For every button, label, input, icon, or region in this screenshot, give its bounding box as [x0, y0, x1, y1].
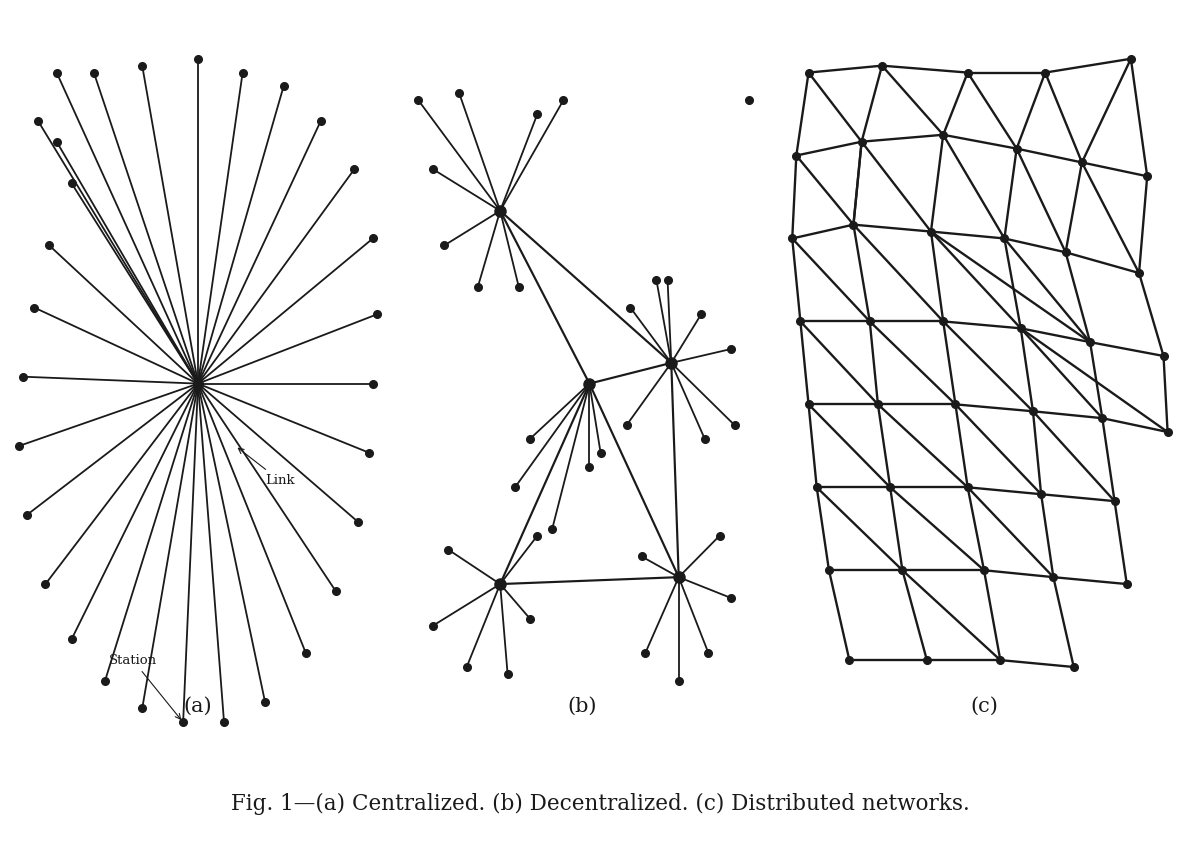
Text: (a): (a): [184, 696, 212, 715]
Text: (c): (c): [970, 696, 998, 715]
Text: Link: Link: [239, 448, 294, 487]
Text: Station: Station: [109, 653, 180, 719]
Text: (b): (b): [568, 696, 596, 715]
Text: Fig. 1—(a) Centralized. (b) Decentralized. (c) Distributed networks.: Fig. 1—(a) Centralized. (b) Decentralize…: [230, 792, 970, 815]
